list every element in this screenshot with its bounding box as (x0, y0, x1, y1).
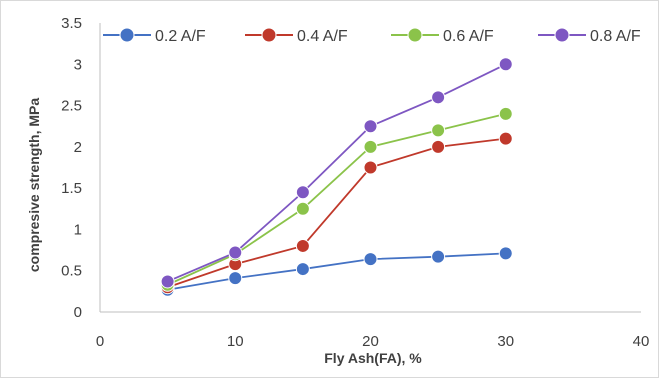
y-tick-label: 1 (74, 221, 82, 238)
x-tick-label: 30 (497, 333, 514, 350)
legend-item: 0.2 A/F (103, 27, 206, 45)
x-tick-label: 0 (96, 333, 104, 350)
legend-marker (261, 27, 277, 43)
series-4 (160, 57, 513, 289)
series-line (167, 137, 506, 289)
y-tick-label: 2 (74, 139, 82, 156)
data-point (431, 139, 446, 154)
data-point (431, 123, 446, 138)
data-point (160, 274, 175, 289)
data-point (498, 57, 513, 72)
legend-marker (119, 27, 135, 43)
y-tick-label: 3 (74, 56, 82, 73)
series-line (167, 112, 506, 286)
legend-item: 0.8 A/F (538, 27, 641, 45)
y-axis-title: compresive strength, MPa (26, 98, 42, 272)
x-tick-label: 10 (227, 333, 244, 350)
data-point (295, 262, 310, 277)
legend-label: 0.6 A/F (443, 28, 494, 45)
legend-label: 0.8 A/F (590, 28, 641, 45)
series-line (167, 252, 506, 291)
legend-marker (554, 27, 570, 43)
x-tick-label: 40 (633, 333, 650, 350)
data-point (295, 185, 310, 200)
legend-item: 0.4 A/F (245, 27, 348, 45)
y-tick-label: 2.5 (61, 98, 82, 115)
data-point (363, 252, 378, 267)
data-point (363, 139, 378, 154)
axes: 0 10 20 30 40 0 0.5 1 1.5 2 2.5 3 3.5 (61, 15, 649, 350)
data-point (228, 271, 243, 286)
data-point (295, 238, 310, 253)
data-point (363, 160, 378, 175)
y-tick-label: 1.5 (61, 180, 82, 197)
legend-label: 0.2 A/F (155, 28, 206, 45)
data-point (431, 90, 446, 105)
series-3 (160, 106, 513, 292)
data-point (498, 131, 513, 146)
x-axis-title: Fly Ash(FA), % (324, 350, 422, 366)
legend-item: 0.6 A/F (391, 27, 494, 45)
series-line (167, 63, 507, 283)
data-point (363, 119, 378, 134)
x-tick-label: 20 (362, 333, 379, 350)
data-point (228, 245, 243, 260)
data-point (431, 249, 446, 264)
legend-marker (407, 27, 423, 43)
data-point (498, 246, 513, 261)
y-tick-label: 0.5 (61, 263, 82, 280)
data-point (295, 201, 310, 216)
y-tick-label: 3.5 (61, 15, 82, 32)
y-tick-label: 0 (74, 304, 82, 321)
series-layer (160, 57, 513, 297)
series-2 (160, 131, 513, 295)
legend-label: 0.4 A/F (297, 28, 348, 45)
data-point (498, 106, 513, 121)
legend: 0.2 A/F 0.4 A/F 0.6 A/F 0.8 A/F (103, 27, 641, 45)
